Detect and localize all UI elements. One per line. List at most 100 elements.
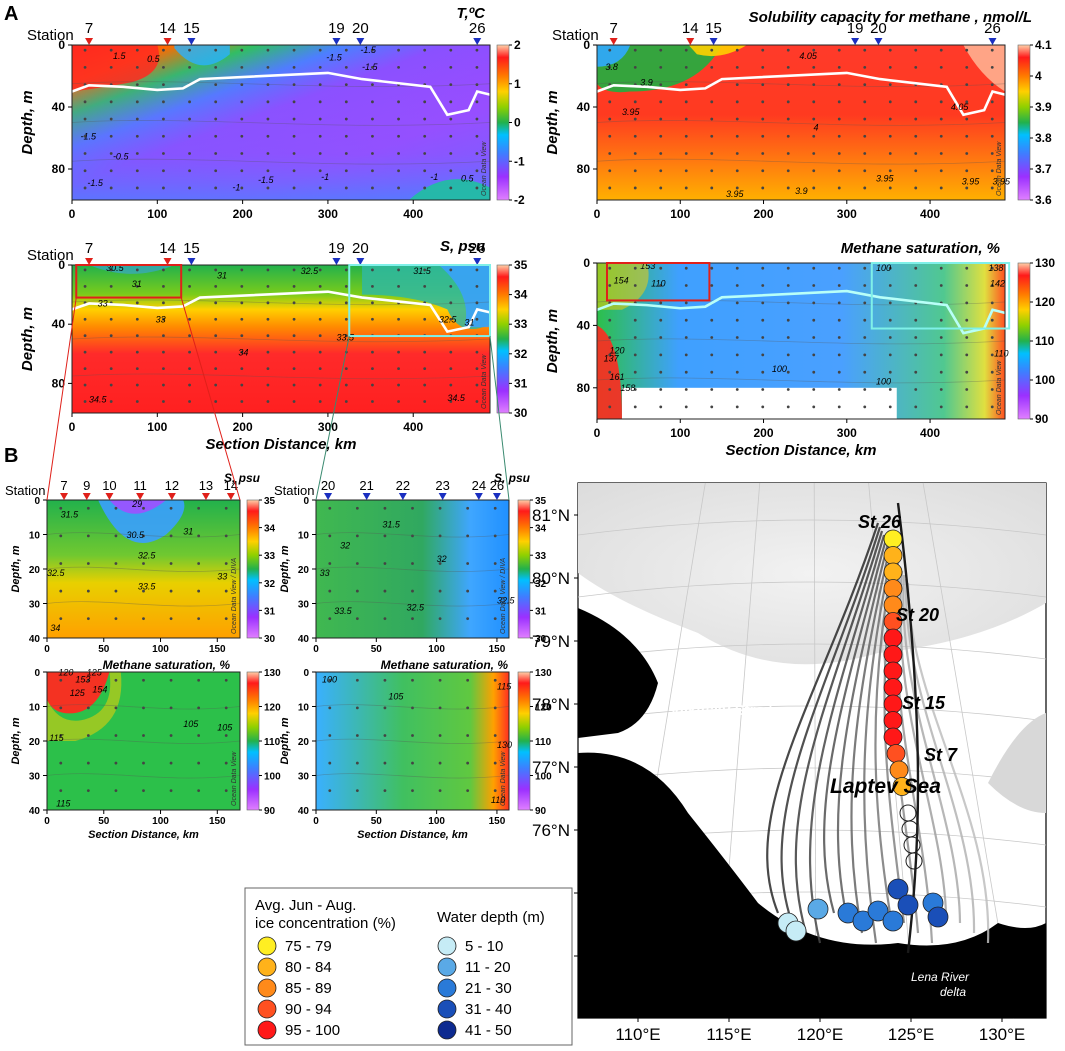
sample-point (608, 405, 612, 409)
station-ring-marker (905, 852, 923, 870)
sample-point (114, 562, 118, 565)
sample-point (383, 562, 387, 565)
sample-point (837, 388, 841, 391)
chart-title: S, psu (494, 471, 531, 485)
sample-point (214, 186, 218, 190)
sample-point (735, 169, 739, 173)
sample-point (240, 367, 244, 370)
sample-point (475, 48, 479, 52)
sample-point (710, 336, 714, 339)
sample-point (659, 318, 663, 322)
mixed-layer-line (596, 71, 1006, 117)
sample-point (397, 186, 400, 190)
colorbar-tick-label: 4.1 (1035, 38, 1052, 52)
colorbar-tick-label: 100 (1035, 373, 1055, 387)
contour-label: 29 (131, 499, 142, 509)
sample-point (449, 367, 453, 370)
sample-point (59, 589, 63, 593)
ice-station-marker (883, 579, 903, 598)
sample-point (344, 117, 348, 121)
x-tick-label: 400 (403, 207, 423, 221)
colorbar-tick-label: 33 (514, 317, 528, 331)
sample-point (371, 301, 374, 305)
contour-line (71, 336, 491, 343)
sample-point (466, 789, 470, 793)
sample-point (449, 100, 453, 104)
contour-label: -1.5 (258, 175, 275, 185)
sample-point (162, 48, 165, 52)
sample-point (608, 134, 612, 138)
sample-point (423, 383, 427, 387)
sample-point (224, 678, 228, 682)
sample-point (397, 117, 400, 121)
sample-point (214, 284, 218, 288)
station-marker (709, 38, 718, 45)
colorbar-tick-label: 32 (535, 579, 547, 590)
sample-point (83, 152, 87, 155)
sample-point (114, 534, 118, 538)
sample-point (475, 65, 479, 69)
station-marker (988, 38, 997, 45)
sample-point (86, 706, 90, 710)
y-axis-label: Depth, m (544, 90, 561, 154)
sample-point (608, 370, 612, 374)
sample-point (837, 117, 841, 121)
colorbar-scale (496, 44, 510, 201)
sample-point (990, 152, 994, 155)
latitude-line (577, 519, 1047, 536)
y-axis-label: Depth, m (544, 309, 561, 373)
contour-label: 30.5 (106, 263, 125, 273)
colorbar-tick-label: 130 (264, 668, 281, 679)
sample-point (240, 65, 244, 69)
sample-point (939, 284, 943, 287)
sample-point (965, 117, 969, 121)
sample-point (812, 186, 816, 190)
sample-point (888, 388, 892, 391)
sample-point (411, 506, 414, 510)
station-marker (398, 493, 407, 500)
colorbar-tick-label: 34 (264, 524, 276, 535)
sample-point (83, 65, 87, 69)
station-marker (60, 493, 69, 500)
sample-point (438, 789, 442, 793)
colorbar-tick-label: 3.8 (1035, 131, 1052, 145)
colorbar: 130 120 110 100 90 (1017, 256, 1055, 426)
x-tick-label: 100 (147, 420, 167, 434)
y-tick-label: 10 (29, 531, 41, 542)
sample-point (135, 367, 139, 370)
sample-point (659, 370, 663, 374)
sample-point (169, 789, 173, 793)
y-tick-label: 30 (298, 772, 310, 783)
sample-point (162, 83, 165, 87)
sample-point (863, 100, 867, 104)
depth-station-marker (887, 878, 909, 900)
depth-station-marker (897, 894, 919, 916)
colorbar-tick-label: 31 (535, 606, 547, 617)
contour-label: 115 (56, 799, 71, 809)
plot-frame (596, 262, 1006, 420)
sample-point (135, 400, 139, 403)
sample-point (318, 152, 322, 155)
sample-point (240, 48, 244, 52)
contour-line (315, 773, 510, 779)
sample-point (914, 284, 918, 287)
chart-title: S, psu (440, 238, 485, 255)
x-tick-label: 50 (371, 816, 383, 827)
contour-label: -1 (430, 172, 438, 182)
station-marker (85, 38, 94, 45)
x-tick-label: 400 (920, 426, 940, 440)
legend-swatch-depth (437, 936, 457, 956)
sample-point (914, 48, 918, 52)
sample-point (990, 353, 994, 357)
sample-point (109, 383, 113, 387)
map-station-label: St 15 (902, 693, 946, 713)
station-label: Station (5, 483, 45, 498)
sample-point (710, 318, 714, 322)
legend-swatch-ice (257, 999, 277, 1019)
legend-label-ice: 95 - 100 (285, 1022, 340, 1039)
sample-point (863, 301, 867, 305)
sample-point (266, 400, 270, 403)
contour-line (46, 601, 241, 607)
sample-point (659, 186, 663, 190)
